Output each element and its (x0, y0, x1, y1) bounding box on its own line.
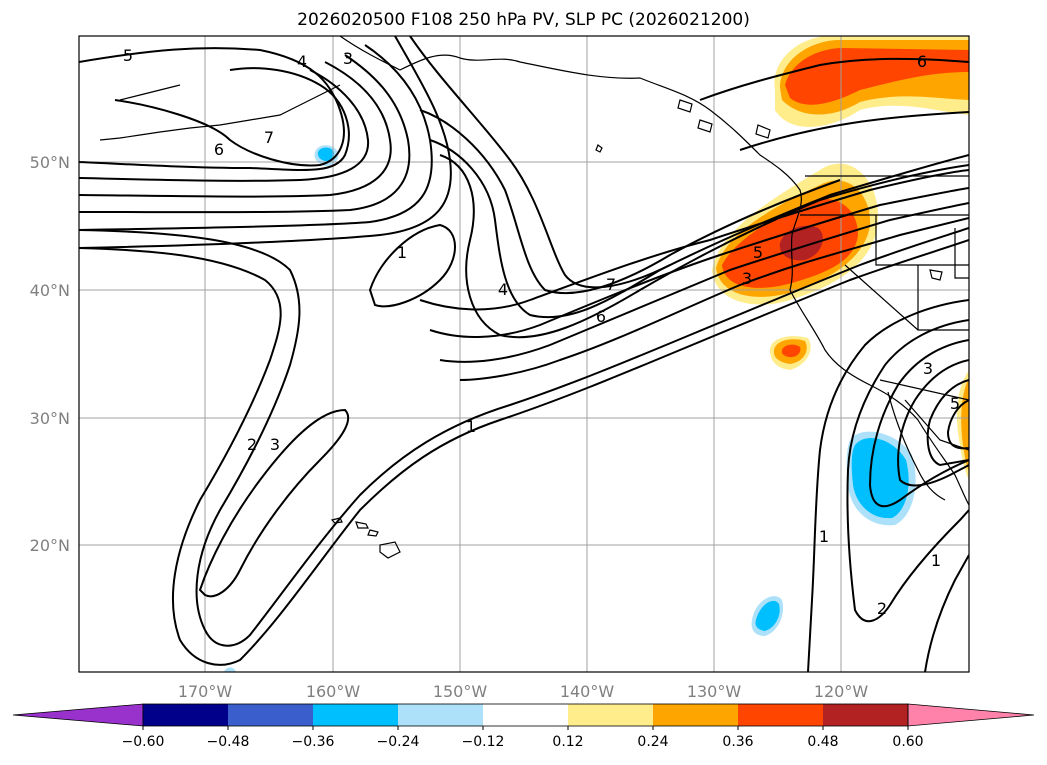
lon-label-130w: 130°W (687, 682, 742, 701)
lon-label-150w: 150°W (433, 682, 488, 701)
contour-label-5: 5 (753, 243, 763, 262)
contour-label-5: 5 (123, 46, 133, 65)
contour-label-3: 3 (742, 269, 752, 288)
colorbar-tick-label: −0.24 (377, 734, 420, 750)
map-title: 2026020500 F108 250 hPa PV, SLP PC (2026… (297, 10, 750, 30)
contour-label-4: 4 (297, 52, 307, 71)
contour-label-2: 2 (247, 435, 257, 454)
contour-labels: 5 4 3 7 6 1 4 2 3 7 6 1 6 5 3 3 5 1 2 1 (123, 46, 960, 618)
lat-label-20n: 20°N (30, 536, 70, 555)
plot-frame (78, 35, 970, 673)
lat-label-40n: 40°N (30, 281, 70, 300)
lon-label-160w: 160°W (306, 682, 361, 701)
lat-label-30n: 30°N (30, 409, 70, 428)
contours (79, 36, 969, 672)
contour-label-1: 1 (466, 417, 476, 436)
contour-label-7: 7 (264, 128, 274, 147)
colorbar-tick-label: −0.36 (292, 734, 335, 750)
colorbar-segment (398, 704, 483, 726)
contour-label-6: 6 (214, 140, 224, 159)
longitude-labels: 170°W 160°W 150°W 140°W 130°W 120°W (178, 682, 869, 701)
colorbar-segment (483, 704, 568, 726)
contour-label-7: 7 (606, 275, 616, 294)
colorbar-segment (143, 704, 228, 726)
colorbar-tick-label: 0.24 (637, 734, 668, 750)
lon-label-170w: 170°W (178, 682, 233, 701)
contour-label-1: 1 (819, 527, 829, 546)
contour-label-2: 2 (877, 599, 887, 618)
colorbar-tick-label: −0.48 (207, 734, 250, 750)
colorbar-segment (738, 704, 823, 726)
latitude-labels: 50°N 40°N 30°N 20°N (30, 153, 70, 555)
contour-label-3: 3 (923, 359, 933, 378)
colorbar-segment (228, 704, 313, 726)
lon-label-120w: 120°W (814, 682, 869, 701)
contour-label-3: 3 (270, 435, 280, 454)
colorbar-tick-label: 0.12 (552, 734, 583, 750)
contour-label-5: 5 (950, 394, 960, 413)
colorbar-segment (823, 704, 908, 726)
colorbar-segment (313, 704, 398, 726)
contour-label-1: 1 (397, 243, 407, 262)
colorbar-extend-low (12, 703, 144, 727)
lon-label-140w: 140°W (560, 682, 615, 701)
colorbar-segment (568, 704, 653, 726)
graticule (79, 36, 969, 672)
colorbar-tick-label: 0.36 (722, 734, 753, 750)
contour-label-1: 1 (931, 551, 941, 570)
lat-label-50n: 50°N (30, 153, 70, 172)
colorbar-tick-label: −0.12 (462, 734, 505, 750)
contour-label-3: 3 (343, 49, 353, 68)
colorbar-tick-label: 0.48 (807, 734, 838, 750)
colorbar-segment (653, 704, 738, 726)
colorbar-tick-label: −0.60 (122, 734, 165, 750)
colorbar-tick-label: 0.60 (892, 734, 923, 750)
contour-label-6: 6 (917, 52, 927, 71)
colorbar-extend-high (907, 703, 1035, 727)
contour-label-6: 6 (596, 307, 606, 326)
contour-label-4: 4 (498, 280, 508, 299)
colorbar: −0.60 −0.48 −0.36 −0.24 −0.12 0.12 0.24 0.36 0.4… (12, 703, 1035, 750)
